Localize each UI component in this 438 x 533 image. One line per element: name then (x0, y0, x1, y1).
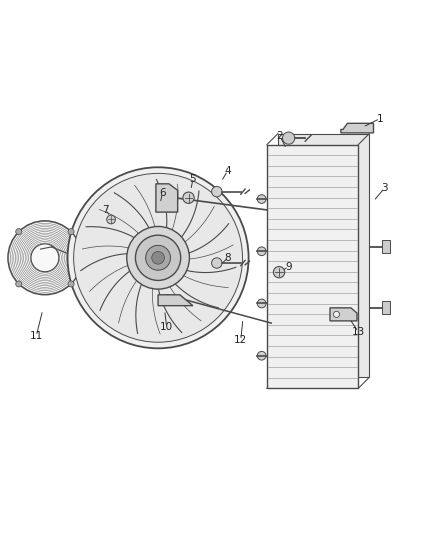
Circle shape (31, 244, 59, 272)
Text: 1: 1 (377, 114, 383, 124)
Polygon shape (156, 184, 178, 212)
Circle shape (257, 195, 266, 204)
Polygon shape (158, 295, 193, 305)
Circle shape (68, 229, 74, 235)
Circle shape (67, 167, 249, 349)
Circle shape (107, 215, 116, 224)
Circle shape (152, 252, 164, 264)
Text: 13: 13 (352, 327, 365, 337)
Circle shape (283, 132, 295, 144)
Circle shape (127, 227, 189, 289)
Text: 3: 3 (381, 183, 388, 193)
Text: 5: 5 (190, 174, 196, 184)
Polygon shape (267, 144, 358, 389)
Circle shape (273, 266, 285, 278)
Circle shape (74, 173, 243, 342)
Circle shape (16, 229, 22, 235)
Circle shape (135, 235, 181, 280)
Circle shape (145, 245, 170, 270)
Text: 8: 8 (224, 253, 231, 263)
Circle shape (257, 351, 266, 360)
Circle shape (333, 311, 339, 318)
Circle shape (183, 192, 194, 204)
Circle shape (212, 187, 222, 197)
Circle shape (212, 258, 222, 268)
Circle shape (16, 281, 22, 287)
Text: 10: 10 (160, 322, 173, 333)
Text: 11: 11 (30, 331, 43, 341)
Polygon shape (382, 240, 390, 254)
Polygon shape (382, 301, 390, 314)
Polygon shape (341, 123, 374, 133)
Text: 2: 2 (277, 131, 283, 141)
Polygon shape (330, 308, 357, 321)
Polygon shape (278, 134, 369, 377)
Circle shape (257, 299, 266, 308)
Text: 7: 7 (102, 205, 109, 215)
Circle shape (257, 247, 266, 256)
Circle shape (68, 281, 74, 287)
Text: 6: 6 (159, 188, 166, 198)
Text: 9: 9 (285, 262, 292, 271)
Text: 4: 4 (224, 166, 231, 176)
Text: 12: 12 (234, 335, 247, 345)
